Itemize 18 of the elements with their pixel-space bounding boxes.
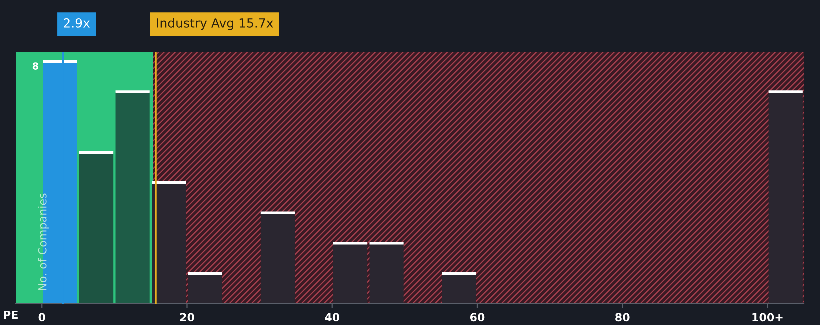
x-tick-label: 20 <box>180 313 194 322</box>
x-tick-label: 0 <box>38 313 46 322</box>
bar <box>188 274 222 304</box>
bar <box>152 182 186 304</box>
bar <box>79 152 114 304</box>
bar <box>442 274 476 304</box>
ref-line-label: Industry Avg 15.7x <box>157 18 274 30</box>
bar <box>116 92 150 304</box>
x-tick-label: 100+ <box>752 313 783 322</box>
bar <box>260 213 295 304</box>
x-tick-label: 40 <box>325 313 340 322</box>
ref-line-label: 2.9x <box>64 18 90 28</box>
y-axis-title: No. of Companies <box>38 194 49 290</box>
x-tick-label: 60 <box>470 313 485 322</box>
bar <box>768 92 803 304</box>
x-tick-label: 80 <box>616 313 630 322</box>
x-axis-title: PE <box>4 310 18 320</box>
annotation: 8 <box>32 62 38 70</box>
